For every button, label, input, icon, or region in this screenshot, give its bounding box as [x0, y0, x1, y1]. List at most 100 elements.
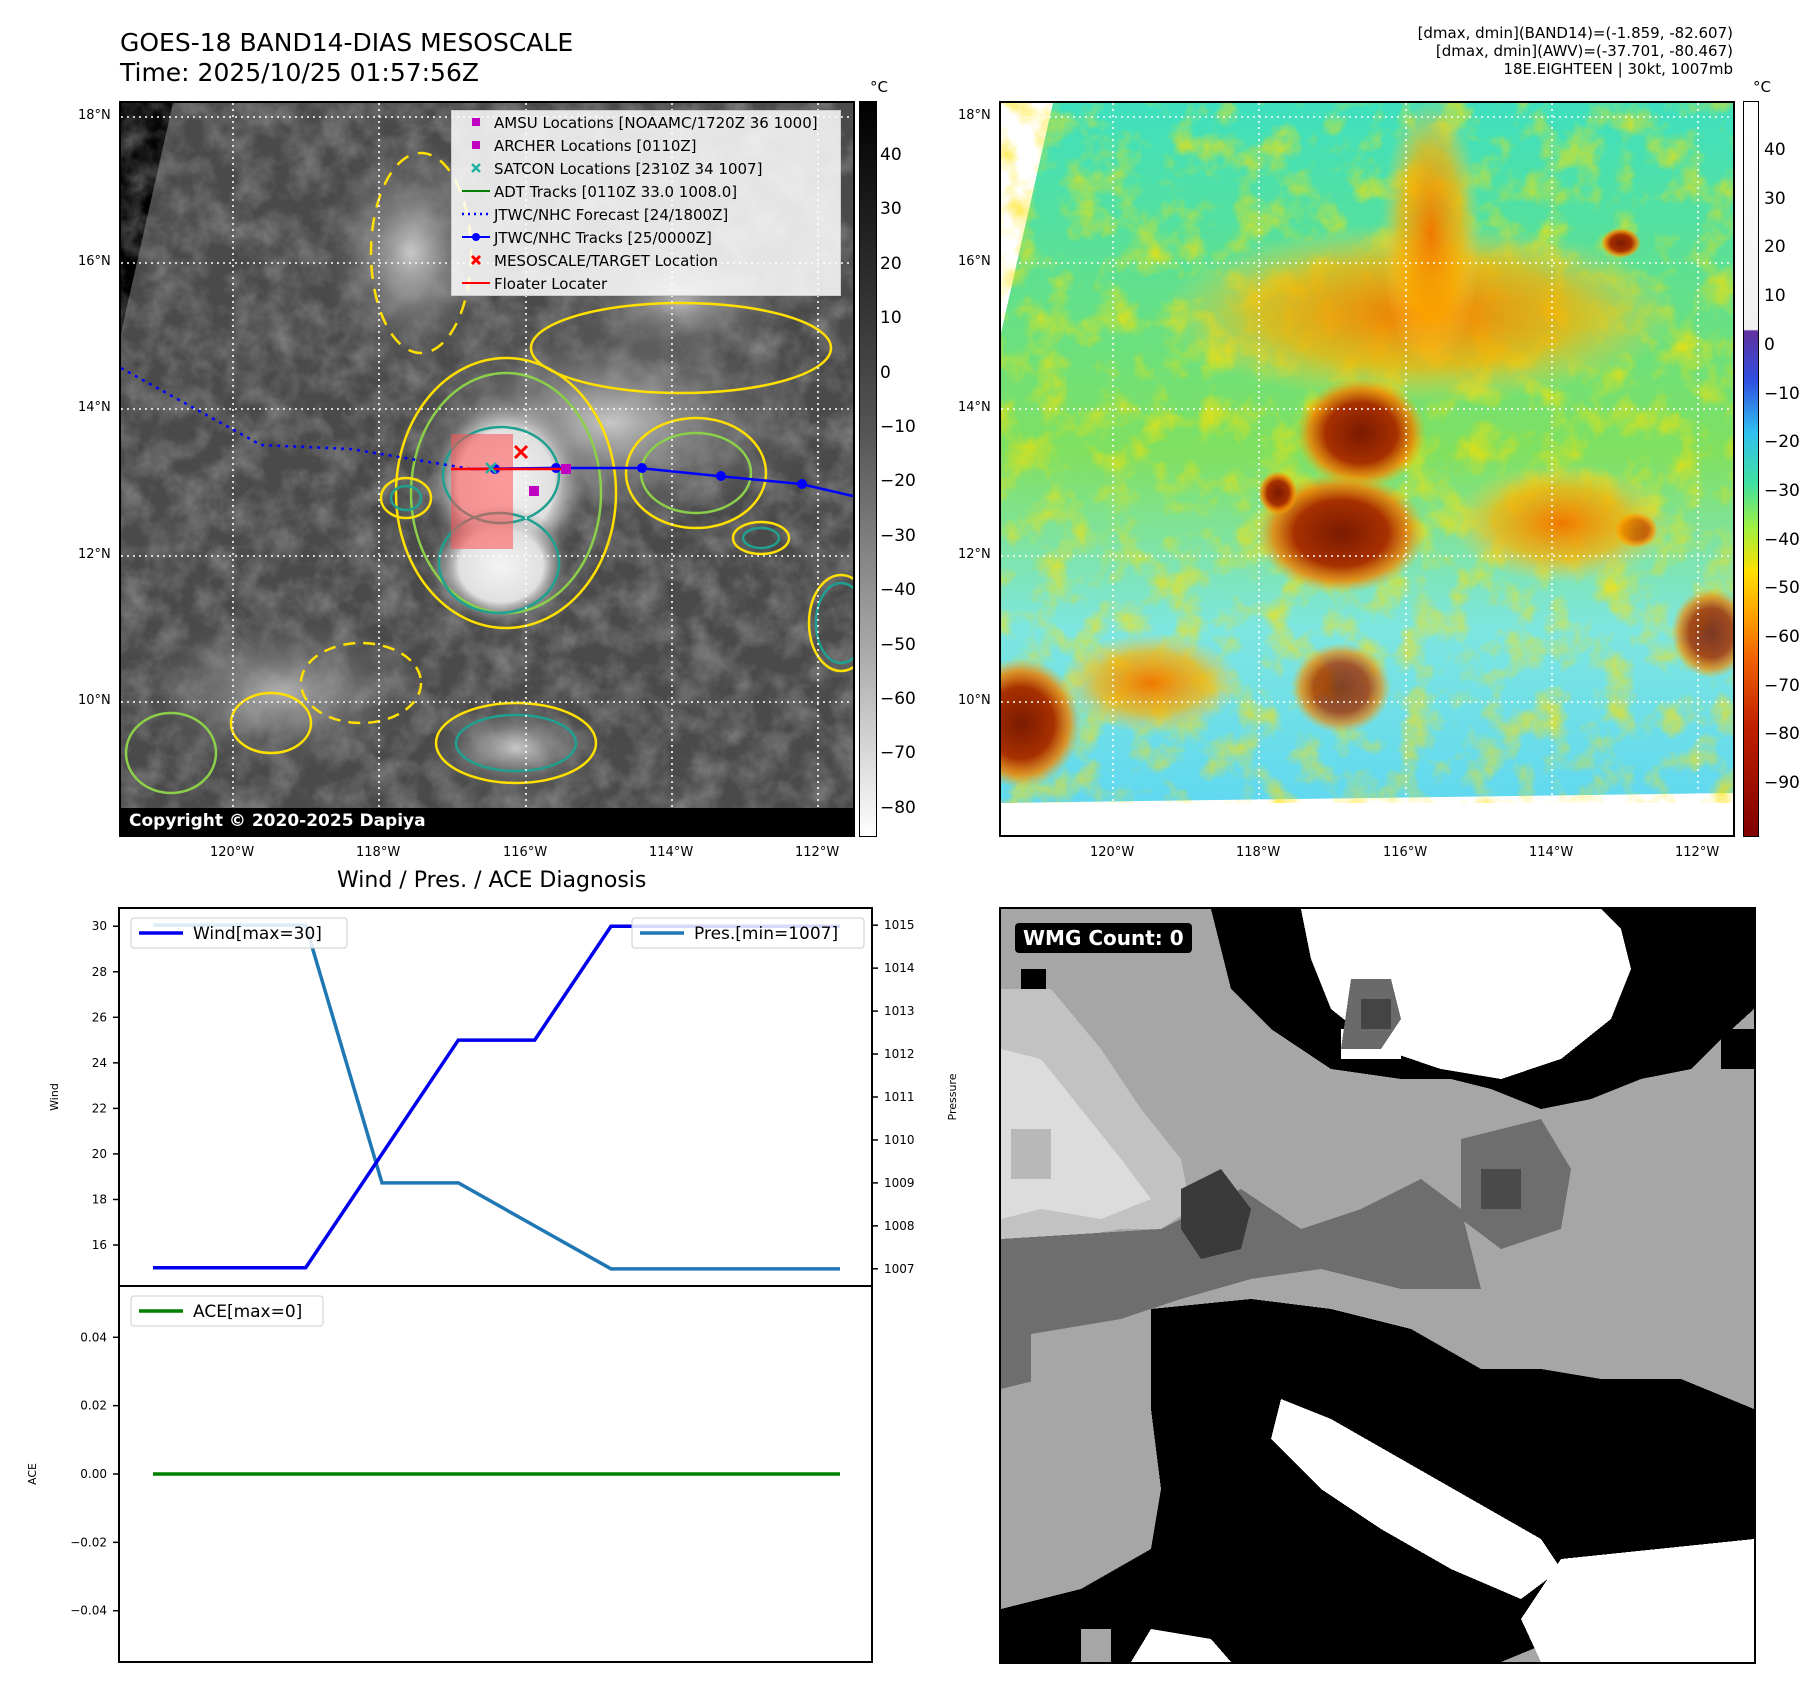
colorbar-tick-label: −80 [1764, 724, 1800, 745]
colorbar-tick-label: −70 [1764, 675, 1800, 696]
lat-tick: 18°N [78, 108, 111, 123]
square-marker-icon [472, 141, 480, 149]
wind-tick-label: 20 [92, 1147, 107, 1161]
ace-axis-label: ACE [26, 1463, 39, 1485]
pressure-tick-label: 1010 [884, 1133, 915, 1147]
info-line-2: [dmax, dmin](AWV)=(-37.701, -80.467) [1435, 42, 1733, 60]
lat-tick: 12°N [78, 547, 111, 562]
legend-item-amsu: AMSU Locations [NOAAMC/1720Z 36 1000] [452, 111, 840, 134]
colorbar-tick-label: −70 [880, 743, 916, 764]
lat-tick: 16°N [78, 254, 111, 269]
pressure-tick-label: 1014 [884, 961, 915, 975]
colorbar-tick-label: 10 [1764, 286, 1786, 307]
pressure-series-line [153, 923, 840, 1271]
lat-tick: 18°N [958, 108, 991, 123]
pressure-tick-label: 1015 [884, 918, 915, 932]
lat-tick: 12°N [958, 547, 991, 562]
colorbar-tick-label: −80 [880, 797, 916, 818]
lat-tick: 16°N [958, 254, 991, 269]
legend-item-tracks: JTWC/NHC Tracks [25/0000Z] [452, 226, 840, 249]
copyright-label: Copyright © 2020-2025 Dapiya [123, 809, 432, 833]
ace-legend-label: ACE[max=0] [193, 1302, 302, 1322]
wind-tick-label: 30 [92, 919, 107, 933]
square-marker-icon [472, 118, 480, 126]
colorbar-tick-label: 20 [880, 253, 902, 274]
lon-tick: 120°W [210, 845, 255, 860]
pressure-legend-label: Pres.[min=1007] [694, 924, 838, 944]
wind-tick-label: 26 [92, 1010, 107, 1024]
colorbar-tick-label: 30 [1764, 188, 1786, 209]
colorbar-tick-label: −90 [1764, 773, 1800, 794]
wmg-count-label: WMG Count: 0 [1015, 923, 1192, 953]
lon-tick: 116°W [1383, 845, 1428, 860]
legend-item-archer: ARCHER Locations [0110Z] [452, 134, 840, 157]
legend-label: SATCON Locations [2310Z 34 1007] [494, 159, 763, 178]
colorbar-tick-label: 40 [880, 145, 902, 165]
info-line-3: 18E.EIGHTEEN | 30kt, 1007mb [1503, 60, 1733, 78]
colorbar-tick-label: −20 [1764, 432, 1800, 453]
colorbar-tick-label: −50 [1764, 578, 1800, 599]
lat-tick: 14°N [78, 400, 111, 415]
colorbar-tick-label: 30 [880, 199, 902, 220]
pressure-tick-label: 1012 [884, 1047, 915, 1061]
colorbar-tick-label: 40 [1764, 140, 1786, 160]
legend-label: AMSU Locations [NOAAMC/1720Z 36 1000] [494, 113, 818, 132]
colorbar-tick-label: −10 [1764, 383, 1800, 404]
legend-label: JTWC/NHC Tracks [25/0000Z] [494, 228, 712, 247]
figure-title: GOES-18 BAND14-DIAS MESOSCALE Time: 2025… [120, 28, 573, 88]
title-line-1: GOES-18 BAND14-DIAS MESOSCALE [120, 28, 574, 57]
lon-tick: 114°W [649, 845, 694, 860]
lat-tick: 14°N [958, 400, 991, 415]
awv-map-image [1001, 103, 1733, 835]
pressure-tick-label: 1007 [884, 1262, 915, 1276]
colorbar-tick-label: −40 [1764, 529, 1800, 550]
pressure-tick-label: 1013 [884, 1004, 915, 1018]
colorbar-tick-label: −30 [1764, 480, 1800, 501]
line-marker-icon [462, 190, 490, 192]
info-line-1: [dmax, dmin](BAND14)=(-1.859, -82.607) [1417, 24, 1733, 42]
lon-tick: 116°W [503, 845, 548, 860]
diagnosis-chart: 30 28 26 24 22 20 18 16 1015 1014 1013 1012 1011 1010… [26, 907, 959, 1663]
line-dot-icon [462, 233, 490, 241]
storm-info: [dmax, dmin](BAND14)=(-1.859, -82.607) [… [1418, 24, 1733, 78]
wind-tick-label: 22 [92, 1101, 107, 1115]
ace-legend-box [130, 1295, 324, 1327]
legend-label: MESOSCALE/TARGET Location [494, 251, 719, 270]
pressure-tick-label: 1008 [884, 1219, 915, 1233]
diagnosis-title: Wind / Pres. / ACE Diagnosis [337, 868, 647, 893]
wind-axis-label: Wind [48, 1083, 61, 1111]
colorbar-tick-label: −20 [880, 471, 916, 492]
legend-item-target: MESOSCALE/TARGET Location [452, 249, 840, 272]
pressure-tick-label: 1009 [884, 1176, 915, 1190]
lon-tick: 112°W [1675, 845, 1720, 860]
legend-item-floater: Floater Locater [452, 272, 840, 295]
legend-label: JTWC/NHC Forecast [24/1800Z] [494, 205, 729, 224]
wmg-panel: WMG Count: 0 [999, 907, 1756, 1664]
awv-colorbar [1743, 101, 1759, 837]
x-marker-icon [470, 254, 482, 266]
wind-series-line [153, 924, 840, 1270]
x-marker-icon [471, 163, 481, 173]
pressure-tick-label: 1011 [884, 1090, 915, 1104]
dotted-line-icon [462, 212, 490, 216]
legend-item-adt: ADT Tracks [0110Z 33.0 1008.0] [452, 180, 840, 203]
wind-tick-label: 28 [92, 965, 107, 979]
colorbar-unit: °C [1753, 78, 1771, 96]
colorbar-tick-label: −50 [880, 634, 916, 655]
wmg-image [1001, 909, 1754, 1662]
lat-tick: 10°N [958, 693, 991, 708]
ir-map-panel: Copyright © 2020-2025 Dapiya AMSU Locati… [119, 101, 855, 837]
colorbar-tick-label: 0 [1764, 334, 1775, 355]
wind-legend-label: Wind[max=30] [193, 924, 322, 944]
colorbar-tick-label: −40 [880, 580, 916, 601]
colorbar-tick-label: 0 [880, 362, 891, 383]
line-marker-icon [462, 282, 490, 284]
awv-map-panel [999, 101, 1735, 837]
colorbar-tick-label: −30 [880, 525, 916, 546]
wind-tick-label: 16 [92, 1238, 107, 1252]
legend-label: ARCHER Locations [0110Z] [494, 136, 697, 155]
legend-label: Floater Locater [494, 274, 608, 293]
ace-tick-label: −0.02 [70, 1535, 107, 1549]
ace-tick-label: −0.04 [70, 1604, 107, 1618]
wind-legend-box [130, 917, 348, 949]
